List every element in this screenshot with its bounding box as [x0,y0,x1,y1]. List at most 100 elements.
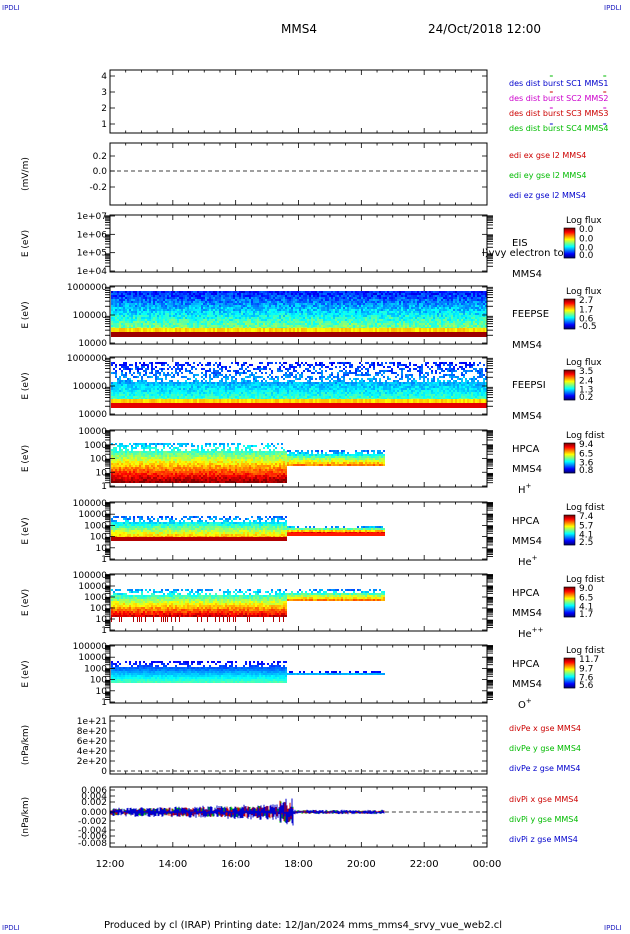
colorbar-tick-hpca_o-1: 9.7 [579,664,593,674]
y-tick-label-hpca_o-2: 1000 [84,664,107,674]
colorbar-tick-feepsi-2: 1.3 [579,386,593,396]
legend-entry-edi-2: edi ez gse l2 MMS4 [509,191,586,200]
panel-feepse: 1000000 100000 10000 E (eV) Log flux2.71.70.… [21,283,602,351]
y-tick-label-hpca_h-3: 10 [96,468,108,478]
colorbar-tick-feepsi-3: 0.2 [579,393,593,403]
y-tick-label-hpca_he-4: 10 [96,544,108,554]
y-tick-label-hpca_o-5: 1 [101,698,107,708]
instrument-sc-hpca_h: MMS4 [512,464,542,475]
y-tick-label-divpi-5: -0.004 [78,826,107,836]
y-tick-label-divpe-4: 2e+20 [77,757,108,767]
colorbar-title-feepse: Log flux [566,287,602,297]
y-axis-label-divpe: (nPa/km) [21,725,31,765]
y-tick-label-hpca_hepp-4: 10 [96,615,108,625]
y-tick-label-hpca_h-0: 10000 [78,427,107,437]
y-tick-label-hpca_o-4: 10 [96,687,108,697]
y-tick-label-edi-2: -0.2 [89,183,107,193]
y-tick-label-hpca_h-2: 100 [90,455,107,465]
species-label-hpca_hepp: He++ [518,626,544,640]
y-tick-label-divpi-7: -0.008 [78,839,107,849]
y-tick-label-divpe-1: 8e+20 [77,727,108,737]
overlay-label-eis: l)vvy electron to [482,248,564,259]
y-tick-label-divpi-3: 0.000 [81,808,107,818]
colorbar-tick-hpca_h-1: 6.5 [579,449,593,459]
colorbar-feepse [563,298,576,330]
y-axis-label-hpca_he: E (eV) [21,517,31,544]
colorbar-tick-hpca_h-2: 3.6 [579,459,594,469]
instrument-sc-eis: MMS4 [512,269,542,280]
colorbar-tick-feepse-0: 2.7 [579,296,593,306]
corner-label-bl: IPDLI [2,924,20,932]
colorbar-tick-hpca_hepp-0: 9.0 [579,584,594,594]
instrument-sc-hpca_hepp: MMS4 [512,608,542,619]
colorbar-tick-feepse-3: -0.5 [579,322,597,332]
y-tick-label-hpca_o-0: 100000 [73,642,108,652]
instrument-name-hpca_o: HPCA [512,659,540,670]
y-tick-label-divpe-3: 4e+20 [77,747,108,757]
colorbar-tick-hpca_he-3: 2.5 [579,538,593,548]
y-tick-label-eis-0: 1e+07 [77,212,107,222]
y-tick-label-hpca_he-0: 100000 [73,499,108,509]
legend-entry-edi-0: edi ex gse l2 MMS4 [509,151,586,160]
instrument-sc-feepsi: MMS4 [512,411,542,422]
spacecraft-title: MMS4 [281,22,317,36]
y-axis-label-hpca_h: E (eV) [21,445,31,472]
instrument-name-eis: EIS [512,238,528,249]
colorbar-tick-hpca_hepp-1: 6.5 [579,593,593,603]
y-tick-label-feepse-0: 1000000 [67,283,107,293]
instrument-name-hpca_he: HPCA [512,516,540,527]
y-tick-label-hpca_hepp-3: 100 [90,604,107,614]
colorbar-tick-hpca_he-1: 5.7 [579,521,593,531]
y-axis-label-feepsi: E (eV) [21,372,31,399]
colorbar-hpca_hepp [563,586,576,618]
y-tick-label-burst-0: 4 [101,72,107,82]
colorbar-feepsi [563,369,576,401]
corner-label-br: IPDLI [604,924,622,932]
instrument-name-feepsi: FEEPSI [512,380,546,391]
y-tick-label-edi-0: 0.2 [93,152,107,162]
instrument-sc-feepse: MMS4 [512,340,542,351]
colorbar-hpca_he [563,514,576,546]
y-tick-label-hpca_hepp-1: 10000 [78,582,107,592]
y-axis-label-edi: (mV/m) [21,157,31,191]
colorbar-tick-feepse-2: 0.6 [579,315,594,325]
y-tick-label-feepsi-0: 1000000 [67,354,107,364]
panel-frame-burst [109,69,488,134]
y-tick-label-hpca_h-4: 1 [101,482,107,492]
instrument-name-hpca_hepp: HPCA [512,588,540,599]
panel-frame-divpe [109,715,488,775]
panel-edi: 0.2 0.0 -0.2 (mV/m) edi ex gse l2 MMS4 edi ey… [21,142,587,206]
colorbar-title-hpca_o: Log fdist [566,646,605,656]
corner-label-tr: IPDLI [604,4,622,12]
y-tick-label-feepsi-2: 10000 [78,410,107,420]
y-tick-label-burst-1: 3 [101,88,107,98]
colorbar-tick-hpca_hepp-2: 4.1 [579,603,593,613]
colorbar-hpca_h [563,442,576,474]
y-tick-label-divpe-0: 1e+21 [77,717,107,727]
panel-divpi: 0.0060.0040.0020.000-0.002-0.004-0.006-0… [21,786,578,849]
legend-entry-burst-3: des dist burst SC4 MMS4 [509,124,608,133]
colorbar-tick-hpca_hepp-3: 1.7 [579,610,593,620]
species-label-hpca_he: He+ [518,554,538,568]
y-tick-label-divpi-0: 0.006 [81,786,107,796]
y-tick-label-eis-3: 1e+04 [77,267,108,277]
y-tick-label-divpe-5: 0 [101,767,107,777]
x-tick-label-6: 00:00 [473,859,502,870]
colorbar-tick-feepse-1: 1.7 [579,305,593,315]
colorbar-tick-eis-0: 0.0 [579,225,594,235]
instrument-sc-hpca_o: MMS4 [512,679,542,690]
legend-entry-divpe-0: divPe x gse MMS4 [509,724,581,733]
footer-text: Produced by cl (IRAP) Printing date: 12/… [104,920,502,931]
panel-frame-edi [109,142,488,206]
y-axis-label-hpca_hepp: E (eV) [21,589,31,616]
colorbar-tick-hpca_o-0: 11.7 [579,655,599,665]
x-tick-label-4: 20:00 [347,859,376,870]
panel-frame-divpi [109,786,488,848]
legend-entry-burst-2: des dist burst SC3 MMS3 [509,109,608,118]
y-tick-label-hpca_hepp-5: 1 [101,626,107,636]
series-divpi-2 [110,798,385,826]
